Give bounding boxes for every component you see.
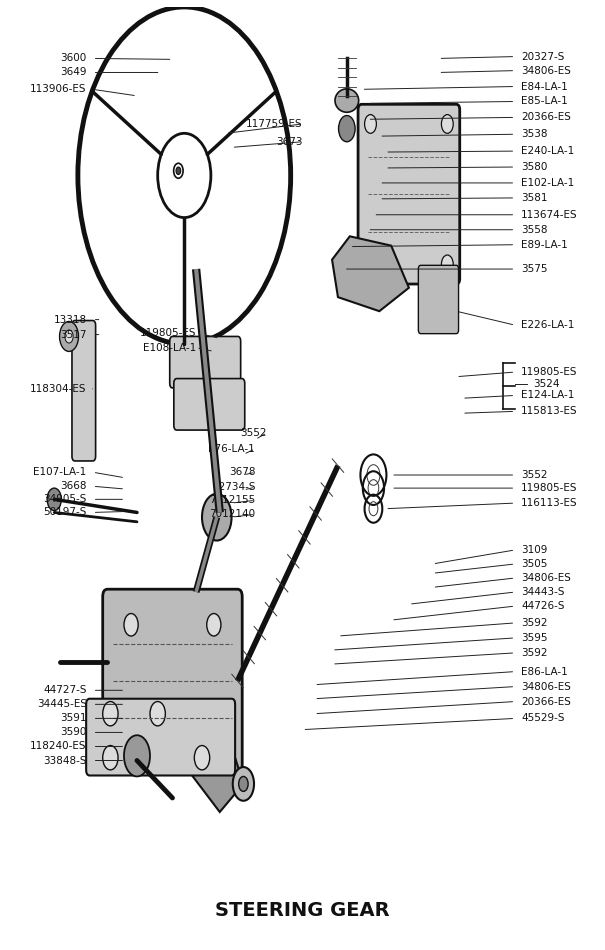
Text: 118240-ES: 118240-ES [30, 741, 87, 751]
Circle shape [442, 115, 453, 133]
Circle shape [150, 701, 165, 726]
Text: 3109: 3109 [522, 545, 548, 555]
Text: 116113-ES: 116113-ES [522, 498, 578, 508]
FancyBboxPatch shape [174, 379, 245, 430]
Text: 3600: 3600 [60, 53, 87, 64]
Text: 34806-ES: 34806-ES [522, 66, 571, 76]
Text: E89-LA-1: E89-LA-1 [522, 239, 568, 250]
FancyBboxPatch shape [358, 104, 460, 284]
Text: 113674-ES: 113674-ES [522, 210, 578, 219]
Text: 3595: 3595 [522, 633, 548, 643]
Text: 52734-S: 52734-S [212, 483, 255, 492]
FancyBboxPatch shape [72, 320, 96, 461]
Text: 3590: 3590 [60, 728, 87, 737]
Text: 34806-ES: 34806-ES [522, 573, 571, 583]
Circle shape [202, 494, 232, 541]
Circle shape [176, 167, 181, 175]
FancyBboxPatch shape [170, 336, 241, 388]
Text: 45529-S: 45529-S [522, 713, 564, 723]
Text: 3678: 3678 [229, 467, 255, 477]
Circle shape [65, 330, 73, 343]
Circle shape [194, 746, 210, 770]
Text: E76-LA-1: E76-LA-1 [209, 444, 255, 454]
Text: E84-LA-1: E84-LA-1 [522, 82, 568, 91]
Text: 3575: 3575 [522, 264, 548, 274]
Text: 3558: 3558 [522, 225, 548, 235]
Text: 34445-ES: 34445-ES [37, 699, 87, 710]
Text: E240-LA-1: E240-LA-1 [522, 146, 575, 156]
Text: 3668: 3668 [60, 482, 87, 491]
Text: 34443-S: 34443-S [522, 587, 564, 597]
Polygon shape [185, 747, 243, 812]
Text: E108-LA-1: E108-LA-1 [143, 343, 196, 352]
Text: 50197-S: 50197-S [44, 507, 87, 518]
Polygon shape [332, 237, 409, 312]
Text: 44726-S: 44726-S [522, 601, 564, 611]
Text: 3552: 3552 [522, 470, 548, 480]
Text: E124-LA-1: E124-LA-1 [522, 390, 575, 401]
Text: 3552: 3552 [241, 428, 267, 438]
Text: 20366-ES: 20366-ES [522, 696, 571, 707]
Text: 117759-ES: 117759-ES [246, 119, 302, 129]
Circle shape [103, 746, 118, 770]
Circle shape [124, 735, 150, 776]
Text: 7012140: 7012140 [209, 509, 255, 520]
Text: 3524: 3524 [533, 379, 560, 389]
Circle shape [124, 726, 138, 749]
Circle shape [207, 726, 221, 749]
Circle shape [103, 701, 118, 726]
Circle shape [233, 767, 254, 801]
Circle shape [365, 255, 376, 274]
Text: 13318: 13318 [54, 314, 87, 325]
Circle shape [207, 614, 221, 636]
Text: 20327-S: 20327-S [522, 51, 564, 62]
Text: 119805-ES: 119805-ES [522, 367, 578, 377]
Text: 119805-ES: 119805-ES [140, 328, 196, 337]
FancyBboxPatch shape [86, 699, 235, 775]
Text: 3581: 3581 [522, 193, 548, 203]
Circle shape [365, 115, 376, 133]
Text: 34806-ES: 34806-ES [522, 681, 571, 692]
Text: 3673: 3673 [276, 137, 302, 146]
Circle shape [339, 116, 355, 142]
FancyBboxPatch shape [419, 265, 459, 333]
Text: E85-LA-1: E85-LA-1 [522, 97, 568, 106]
Text: 7012155: 7012155 [209, 495, 255, 505]
Text: E102-LA-1: E102-LA-1 [522, 178, 575, 188]
Text: 3592: 3592 [522, 618, 548, 628]
Text: 33848-S: 33848-S [43, 755, 87, 766]
Circle shape [59, 321, 79, 352]
Text: STEERING GEAR: STEERING GEAR [215, 901, 390, 920]
Text: E107-LA-1: E107-LA-1 [33, 467, 87, 477]
Circle shape [442, 255, 453, 274]
Text: 3517: 3517 [60, 330, 87, 339]
Text: 3592: 3592 [522, 648, 548, 657]
Text: 3538: 3538 [522, 129, 548, 140]
Text: 44727-S: 44727-S [43, 685, 87, 695]
Text: 3580: 3580 [522, 162, 548, 172]
Text: 3649: 3649 [60, 67, 87, 78]
Ellipse shape [335, 89, 359, 112]
Circle shape [124, 614, 138, 636]
Circle shape [238, 776, 248, 791]
Circle shape [47, 488, 61, 510]
Text: 118304-ES: 118304-ES [30, 384, 87, 394]
Text: 115813-ES: 115813-ES [522, 407, 578, 416]
Text: 119805-ES: 119805-ES [522, 484, 578, 493]
FancyBboxPatch shape [103, 589, 242, 772]
Text: 113906-ES: 113906-ES [30, 85, 87, 94]
Text: E86-LA-1: E86-LA-1 [522, 667, 568, 676]
Text: 34905-S: 34905-S [44, 494, 87, 504]
Text: 20366-ES: 20366-ES [522, 112, 571, 123]
Text: E226-LA-1: E226-LA-1 [522, 320, 575, 331]
Text: 3591: 3591 [60, 713, 87, 723]
Text: 3505: 3505 [522, 559, 548, 569]
